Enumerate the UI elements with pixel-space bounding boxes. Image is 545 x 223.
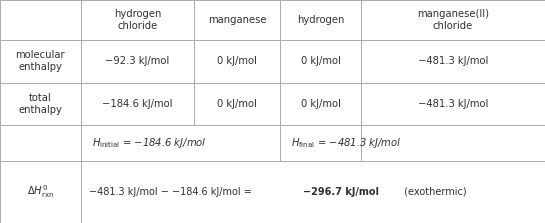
Text: total
enthalpy: total enthalpy	[19, 93, 62, 115]
Text: $H_{\mathrm{initial}}$ = −184.6 kJ/mol: $H_{\mathrm{initial}}$ = −184.6 kJ/mol	[92, 136, 206, 150]
Text: −481.3 kJ/mol: −481.3 kJ/mol	[417, 56, 488, 66]
Text: −184.6 kJ/mol: −184.6 kJ/mol	[102, 99, 173, 109]
Text: 0 kJ/mol: 0 kJ/mol	[217, 99, 257, 109]
Text: −296.7 kJ/mol: −296.7 kJ/mol	[303, 187, 379, 197]
Text: −481.3 kJ/mol: −481.3 kJ/mol	[417, 99, 488, 109]
Text: 0 kJ/mol: 0 kJ/mol	[300, 99, 341, 109]
Text: molecular
enthalpy: molecular enthalpy	[15, 50, 65, 72]
Text: −92.3 kJ/mol: −92.3 kJ/mol	[105, 56, 169, 66]
Text: hydrogen
chloride: hydrogen chloride	[114, 9, 161, 31]
Text: 0 kJ/mol: 0 kJ/mol	[300, 56, 341, 66]
Text: −481.3 kJ/mol − −184.6 kJ/mol =: −481.3 kJ/mol − −184.6 kJ/mol =	[89, 187, 255, 197]
Text: manganese(II)
chloride: manganese(II) chloride	[417, 9, 489, 31]
Text: manganese: manganese	[208, 15, 267, 25]
Text: $H_{\mathrm{final}}$ = −481.3 kJ/mol: $H_{\mathrm{final}}$ = −481.3 kJ/mol	[291, 136, 402, 150]
Text: hydrogen: hydrogen	[297, 15, 344, 25]
Text: $\Delta H^0_{\mathrm{rxn}}$: $\Delta H^0_{\mathrm{rxn}}$	[27, 183, 54, 200]
Text: (exothermic): (exothermic)	[401, 187, 467, 197]
Text: 0 kJ/mol: 0 kJ/mol	[217, 56, 257, 66]
